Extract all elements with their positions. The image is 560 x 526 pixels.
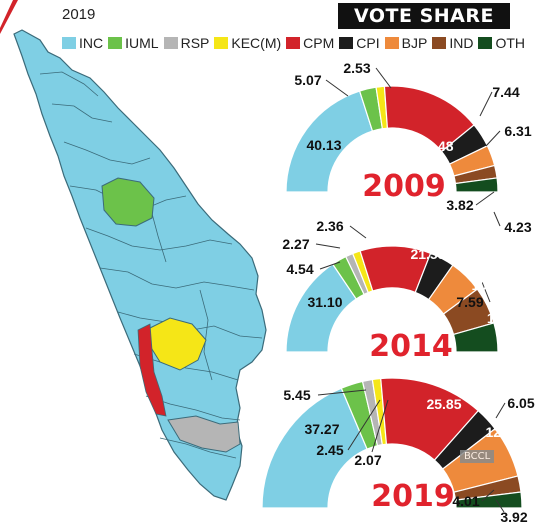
value-label-oth: 4.23 — [504, 219, 531, 235]
value-label-ind: 3.82 — [446, 197, 473, 213]
map-region-kecm — [149, 317, 207, 371]
value-label-oth: 8.85 — [501, 341, 528, 357]
legend-swatch — [478, 37, 493, 49]
value-label-inc: 31.10 — [307, 294, 342, 310]
legend-swatch — [62, 37, 76, 49]
arc-chart-2009: 40.13 5.07 2.53 30.48 7.44 6.31 3.82 4.23 2009 — [285, 60, 532, 235]
map-year-label: 2019 — [62, 6, 96, 23]
leader-line — [325, 79, 349, 97]
leader-line — [317, 389, 367, 396]
value-label-ind: 11.37 — [487, 310, 521, 326]
legend-label: RSP — [180, 35, 210, 51]
value-label-bjp: 10.33 — [471, 277, 506, 293]
value-label-cpm: 30.48 — [418, 138, 453, 154]
value-label-rsp: 2.45 — [316, 442, 343, 458]
legend-item-bjp: BJP — [384, 35, 428, 51]
legend-item-inc: INC — [62, 35, 103, 51]
legend-swatch — [339, 37, 354, 49]
value-label-iuml: 5.07 — [294, 72, 321, 88]
value-label-cpi: 7.44 — [492, 84, 519, 100]
leader-line — [495, 499, 505, 513]
legend-label: CPM — [303, 35, 335, 51]
value-label-kecm: 2.53 — [343, 60, 370, 76]
leader-line — [347, 399, 381, 451]
legend-swatch — [108, 37, 123, 49]
value-label-iuml: 4.54 — [286, 261, 313, 277]
map-region-iuml — [101, 177, 155, 227]
value-label-cpm: 25.85 — [426, 396, 461, 412]
legend-item-cpi: CPI — [339, 35, 380, 51]
leader-line — [475, 191, 495, 206]
legend-label: BJP — [401, 35, 428, 51]
chart-title: VOTE SHARE (%) — [338, 3, 510, 53]
value-label-kecm: 2.07 — [354, 452, 381, 468]
legend-swatch — [214, 37, 229, 49]
arc-year-title: 2019 — [371, 479, 455, 514]
legend: INC IUML RSP KEC(M) CPM CPI BJP IND OTH — [62, 34, 560, 52]
legend-swatch — [432, 37, 447, 49]
leader-line — [371, 399, 389, 453]
map-region-cpm — [137, 323, 167, 417]
leader-line — [495, 402, 506, 419]
arc-segment-oth — [454, 177, 499, 193]
legend-item-cpm: CPM — [286, 35, 334, 51]
arc-segment-oth — [454, 491, 523, 509]
legend-label: INC — [79, 35, 104, 51]
value-label-ind: 4.01 — [452, 493, 479, 509]
legend-label: OTH — [495, 35, 525, 51]
leader-line — [493, 211, 501, 227]
value-label-bjp: 12.93 — [485, 424, 520, 440]
leader-line — [485, 130, 501, 147]
legend-item-iuml: IUML — [108, 35, 159, 51]
value-label-cpi: 6.05 — [507, 395, 534, 411]
legend-swatch — [384, 37, 399, 49]
arc-chart-2019: 37.27 5.45 2.45 2.07 25.85 6.05 12.93 4.01 3.92 2… — [261, 377, 535, 525]
map-region-rsp — [167, 415, 241, 453]
value-label-cpi: 7.59 — [456, 294, 483, 310]
watermark: BCCL — [460, 450, 495, 463]
legend-swatch — [163, 37, 178, 49]
value-label-inc: 40.13 — [306, 137, 341, 153]
legend-label: CPI — [356, 35, 380, 51]
leader-line — [375, 67, 392, 89]
value-label-bjp: 6.31 — [504, 123, 531, 139]
leader-line — [481, 281, 491, 303]
legend-item-oth: OTH — [478, 35, 525, 51]
arc-year-title: 2009 — [362, 169, 446, 204]
value-label-cpm: 21.59 — [410, 246, 445, 262]
legend-item-kecm: KEC(M) — [214, 35, 281, 51]
leader-line — [481, 489, 495, 502]
legend-label: KEC(M) — [231, 35, 282, 51]
corner-marker-inner — [0, 0, 13, 28]
arc-segment-oth — [452, 322, 499, 353]
leader-line — [319, 261, 341, 270]
legend-label: IUML — [125, 35, 159, 51]
value-label-inc: 37.27 — [304, 421, 339, 437]
leader-line — [315, 243, 341, 249]
arc-year-title: 2014 — [369, 329, 453, 364]
value-label-rsp: 2.27 — [282, 236, 309, 252]
leader-line — [479, 91, 493, 117]
arc-segment-inc — [261, 387, 368, 509]
legend-item-ind: IND — [432, 35, 473, 51]
legend-label: IND — [449, 35, 474, 51]
value-label-kecm: 2.36 — [316, 218, 343, 234]
legend-swatch — [286, 37, 301, 49]
legend-item-rsp: RSP — [163, 35, 210, 51]
value-label-oth: 3.92 — [500, 509, 527, 525]
value-label-iuml: 5.45 — [283, 387, 310, 403]
leader-line — [349, 225, 367, 239]
